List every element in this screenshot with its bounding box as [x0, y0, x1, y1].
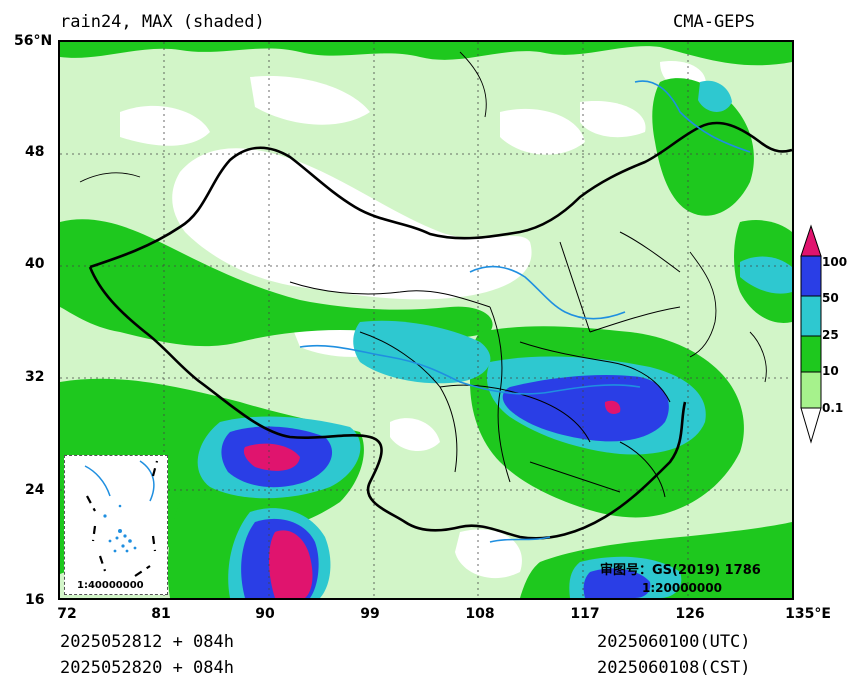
- colorbar-label-10: 10: [822, 364, 839, 378]
- lon-tick-126: 126: [675, 606, 705, 622]
- lon-tick-99: 99: [360, 606, 380, 622]
- graticule: [60, 42, 792, 598]
- valid-time-cst: 2025060108(CST): [597, 658, 751, 678]
- lon-tick-81: 81: [151, 606, 171, 622]
- south-china-sea-inset: 1:40000000: [64, 455, 168, 595]
- lon-tick-117: 117: [570, 606, 600, 622]
- coastlines: [79, 51, 767, 383]
- lon-tick-108: 108: [465, 606, 495, 622]
- extreme-rain-areas: [243, 400, 621, 598]
- map-title: rain24, MAX (shaded): [60, 12, 265, 32]
- init-time-utc: 2025052812 + 084h: [60, 632, 234, 652]
- map-canvas: 审图号：GS(2019) 1786 1:20000000: [60, 42, 792, 598]
- lon-tick-72: 72: [57, 606, 77, 622]
- lat-tick-40: 40: [25, 256, 45, 272]
- inset-canvas: 1:40000000: [77, 460, 159, 591]
- colorbar-label-100: 100: [822, 255, 848, 269]
- init-time-cst: 2025052820 + 084h: [60, 658, 234, 678]
- lon-tick-135: 135°E: [785, 606, 831, 622]
- national-border: [88, 121, 792, 540]
- colorbar-label-25: 25: [822, 328, 839, 342]
- colorbar: [800, 224, 822, 444]
- inset-scale: 1:40000000: [77, 580, 144, 591]
- lat-tick-16: 16: [25, 592, 45, 608]
- rivers: [299, 80, 751, 543]
- lon-tick-90: 90: [255, 606, 275, 622]
- valid-time-utc: 2025060100(UTC): [597, 632, 751, 652]
- colorbar-label-50: 50: [822, 291, 839, 305]
- lat-tick-48: 48: [25, 144, 45, 160]
- colorbar-label-0-1: 0.1: [822, 401, 844, 415]
- map-scale: 1:20000000: [642, 581, 722, 595]
- lat-tick-56: 56°N: [14, 33, 53, 49]
- approval-number: 审图号：GS(2019) 1786: [600, 562, 761, 578]
- lat-tick-24: 24: [25, 482, 45, 498]
- precipitation-map: 审图号：GS(2019) 1786 1:20000000: [58, 40, 794, 600]
- model-name: CMA-GEPS: [673, 12, 755, 32]
- lat-tick-32: 32: [25, 369, 45, 385]
